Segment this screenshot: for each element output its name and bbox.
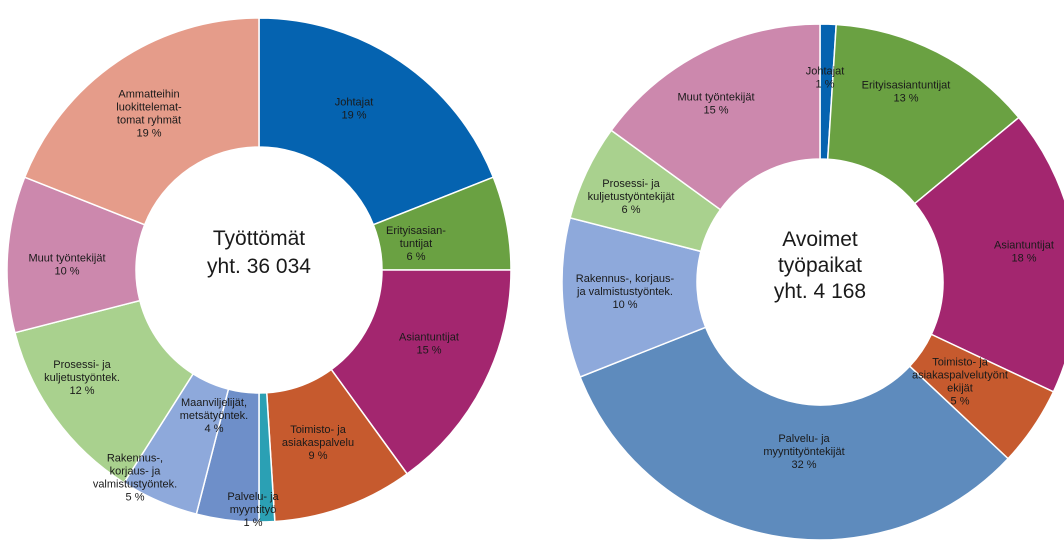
slice-label-muut-ty-ntekij-t: Muut työntekijät 15 % (677, 92, 754, 117)
slice-label-erityisasiantuntijat: Erityisasiantuntijat 13 % (862, 80, 951, 105)
slice-asiantuntijat (913, 116, 1064, 393)
slice-label-muut-ty-ntekij-t: Muut työntekijät 10 % (28, 253, 105, 278)
slice-muut-ty-ntekij-t (610, 23, 821, 211)
slice-label-maanviljelij-t: Maanviljelijät, metsätyöntek. 4 % (180, 397, 248, 435)
slice-label-prosessi-ja: Prosessi- ja kuljetustyöntek. 12 % (44, 359, 120, 397)
slice-label-rakennus: Rakennus-, korjaus- ja valmistustyöntek. 5 … (93, 453, 177, 504)
slice-label-asiantuntijat: Asiantuntijat 15 % (399, 332, 459, 357)
unemployed-donut-chart: Johtajat 19 % Erityisasian-tuntijat 6 % Asia… (6, 17, 512, 529)
slice-label-rakennus-korjaus: Rakennus-, korjaus-ja valmistustyöntek. 1… (576, 273, 675, 311)
slice-label-palvelu-ja: Palvelu- ja myyntityöntekijät 32 % (763, 433, 844, 471)
slice-label-toimisto-ja: Toimisto- ja asiakaspalvelutyönt ekijät 5 % (912, 357, 1008, 408)
slice-label-prosessi-ja: Prosessi- ja kuljetustyöntekijät 6 % (588, 178, 675, 216)
slice-erityisasiantuntijat (826, 23, 1020, 205)
slice-label-johtajat: Johtajat 1 % (806, 66, 845, 91)
slice-label-palvelu-ja: Palvelu- ja myyntityö 1 % (227, 491, 279, 529)
slice-johtajat (258, 17, 495, 226)
slice-palvelu-ja (579, 326, 1010, 541)
slices (6, 17, 512, 523)
slice-ammatteihin (23, 17, 260, 226)
center-title: Avoimet työpaikat yht. 4 168 (774, 228, 866, 303)
slice-asiantuntijat (330, 269, 512, 475)
slice-label-asiantuntijat: Asiantuntijat 18 % (994, 240, 1054, 265)
vacancies-donut-chart: Johtajat 1 % Erityisasiantuntijat 13 % Asian… (561, 23, 1064, 541)
center-title: Työttömät yht. 36 034 (207, 227, 311, 278)
slices (561, 23, 1064, 541)
slice-label-toimisto-ja: Toimisto- ja asiakaspalvelu 9 % (282, 424, 354, 462)
slice-label-johtajat: Johtajat 19 % (335, 97, 374, 122)
slice-label-erityisasian: Erityisasian-tuntijat 6 % (386, 225, 446, 263)
slice-label-ammatteihin: Ammatteihin luokittelemat-tomat ryhmät 19 … (116, 89, 182, 140)
